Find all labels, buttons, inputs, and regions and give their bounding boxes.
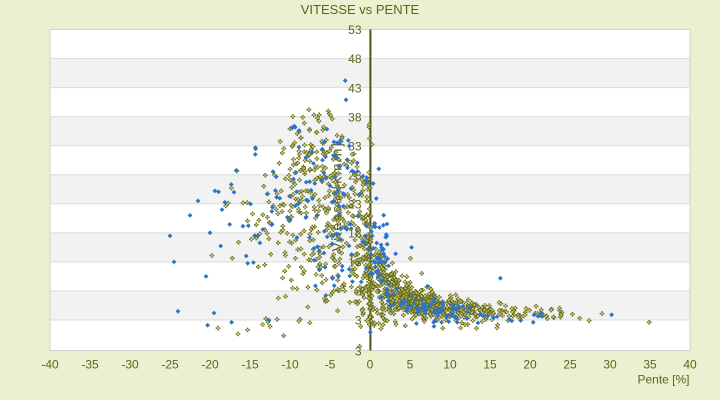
svg-text:15: 15 xyxy=(483,358,497,372)
svg-text:53: 53 xyxy=(348,23,362,37)
svg-text:3: 3 xyxy=(355,345,362,359)
svg-text:10: 10 xyxy=(443,358,457,372)
svg-text:3: 3 xyxy=(355,314,362,328)
svg-text:-40: -40 xyxy=(41,358,59,372)
svg-text:25: 25 xyxy=(563,358,577,372)
svg-text:-15: -15 xyxy=(241,358,259,372)
svg-text:33: 33 xyxy=(348,139,362,153)
svg-text:-30: -30 xyxy=(121,358,139,372)
svg-text:43: 43 xyxy=(348,81,362,95)
svg-text:20: 20 xyxy=(523,358,537,372)
svg-text:35: 35 xyxy=(643,358,657,372)
svg-text:0: 0 xyxy=(367,358,374,372)
svg-text:48: 48 xyxy=(348,52,362,66)
svg-text:-10: -10 xyxy=(281,358,299,372)
svg-text:8: 8 xyxy=(355,285,362,299)
svg-text:38: 38 xyxy=(348,110,362,124)
svg-text:VITESSE vs PENTE: VITESSE vs PENTE xyxy=(301,2,420,17)
svg-text:-25: -25 xyxy=(161,358,179,372)
svg-text:Pente [%]: Pente [%] xyxy=(637,373,689,387)
svg-text:-35: -35 xyxy=(81,358,99,372)
svg-text:-5: -5 xyxy=(325,358,336,372)
svg-text:-20: -20 xyxy=(201,358,219,372)
svg-text:5: 5 xyxy=(407,358,414,372)
svg-text:40: 40 xyxy=(683,358,697,372)
svg-text:30: 30 xyxy=(603,358,617,372)
